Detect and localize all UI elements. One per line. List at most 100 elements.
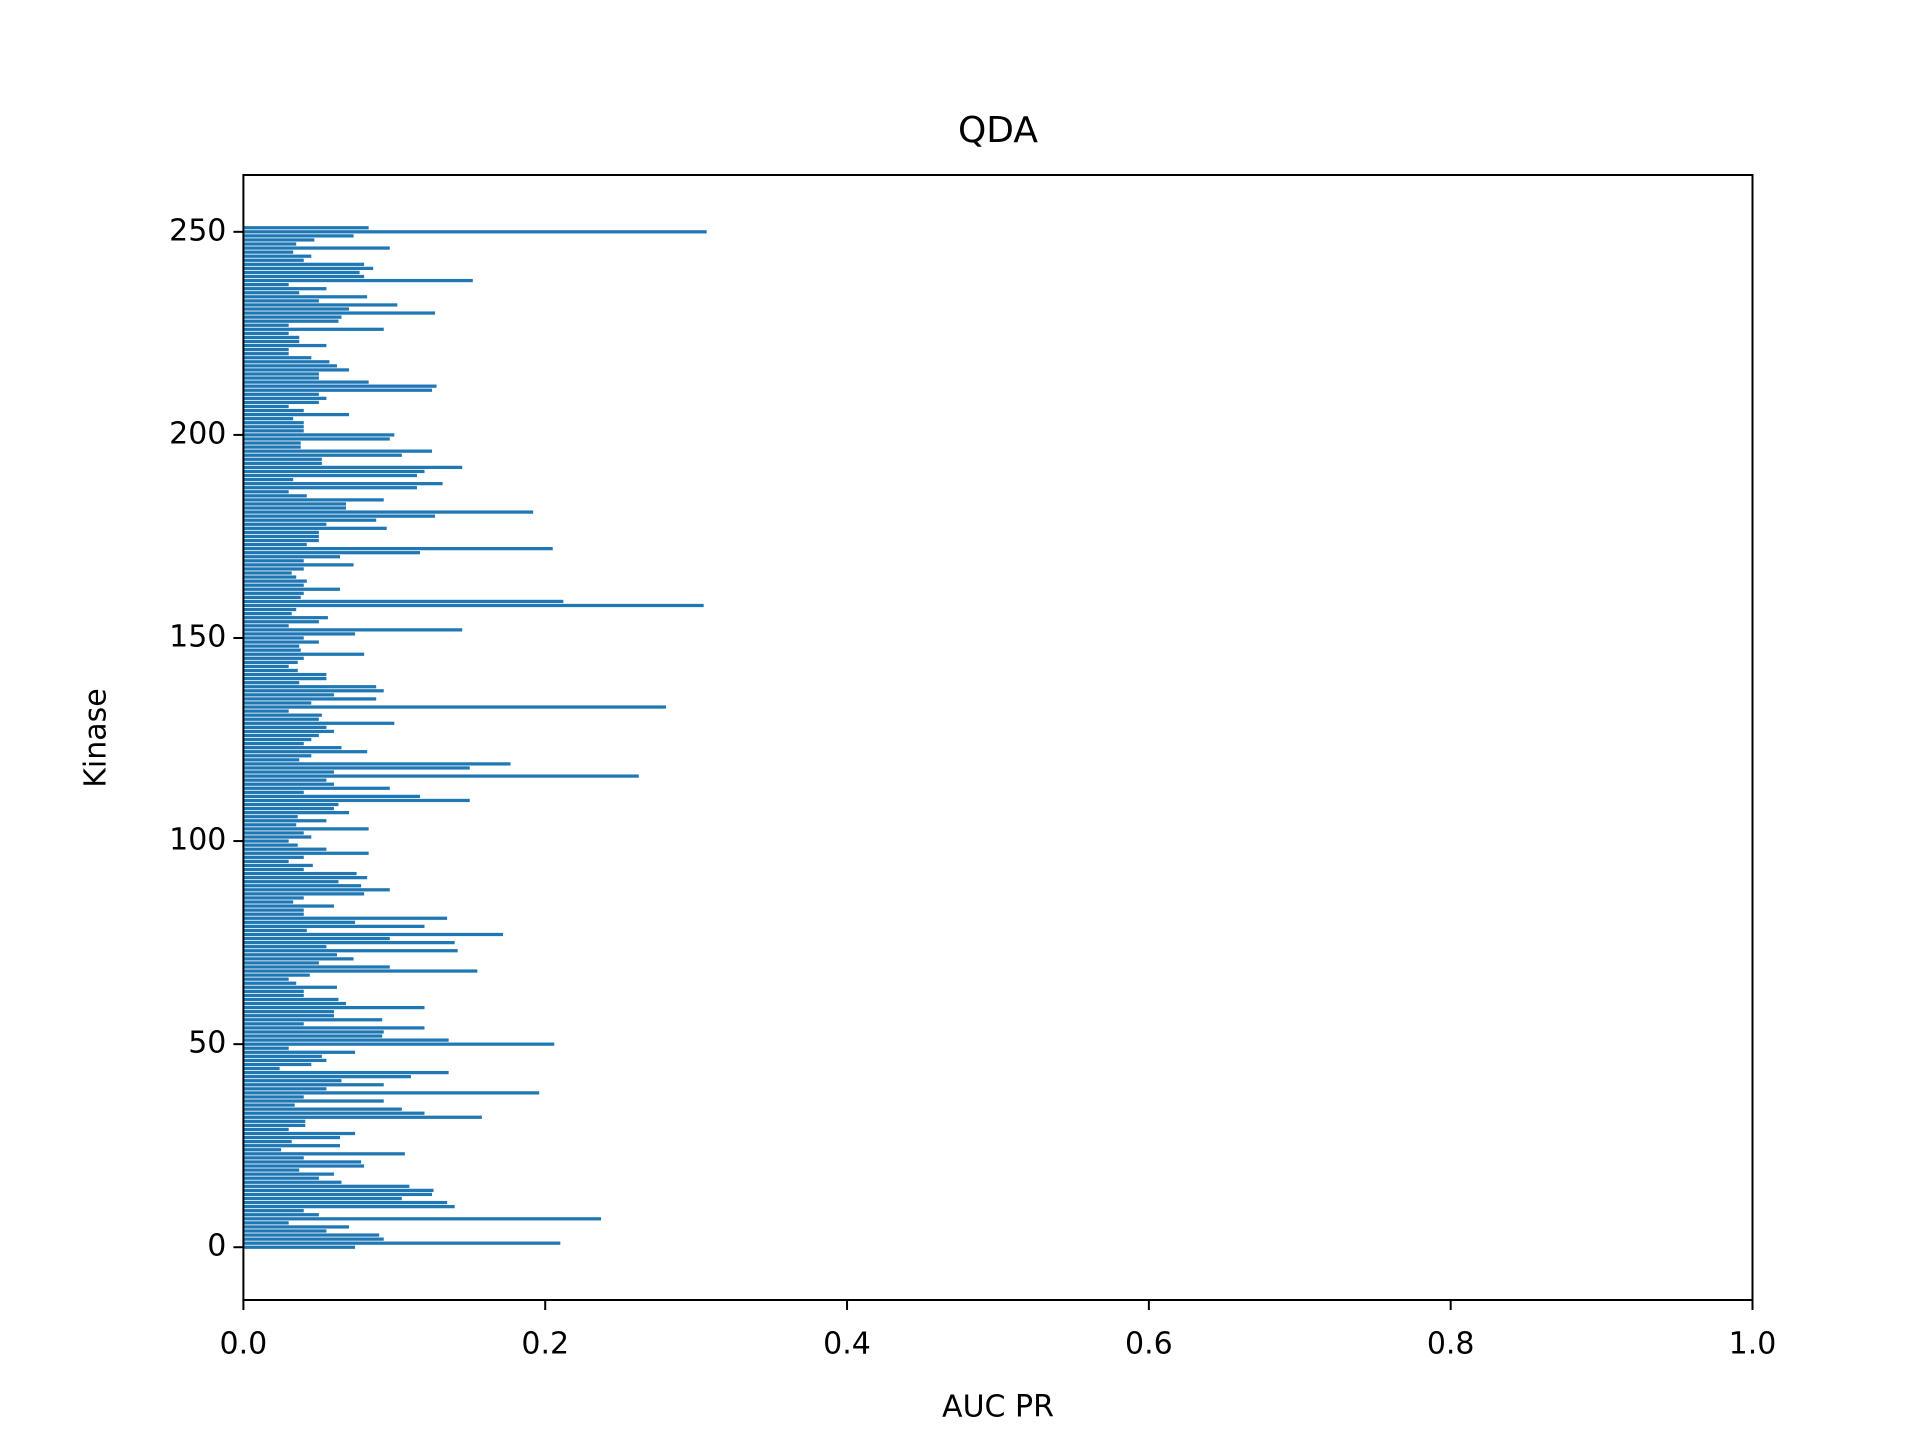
bar [243,319,339,323]
bar [243,441,301,445]
bar [243,973,310,977]
bar [243,733,319,738]
bar [243,701,312,705]
bar [243,620,319,624]
bar [243,754,312,758]
bar [243,1079,342,1083]
bar [243,766,470,770]
bar [243,685,377,689]
bar [243,1091,540,1095]
bar [243,364,337,368]
y-tick-label: 50 [188,1026,226,1061]
bar [243,928,307,933]
bar [243,339,300,344]
bar [243,859,289,864]
bar [243,1188,434,1193]
bar [243,303,398,307]
bar [243,335,300,340]
bar [243,912,304,916]
bar [243,705,666,709]
bar [243,672,327,677]
bar [243,656,304,660]
bar [243,880,339,884]
bar [243,595,301,599]
bar [243,1046,289,1050]
bar [243,449,433,453]
bar [243,461,322,465]
x-tick-label: 1.0 [1729,1327,1777,1362]
chart-title: QDA [958,110,1038,151]
bar [243,1123,306,1128]
bar [243,258,304,262]
bar [243,437,390,441]
bar [243,396,327,400]
bar [243,388,433,392]
bar [243,514,436,518]
bar [243,693,334,697]
bar [243,847,327,851]
bar [243,551,420,555]
bar [243,949,458,953]
bar [243,331,289,335]
bar [243,1070,449,1075]
bar [243,721,395,725]
bar [243,453,402,457]
bar [243,1107,402,1111]
bar [243,1237,384,1241]
bar [243,502,347,506]
bar [243,815,298,819]
bar [243,538,319,543]
bar [243,392,319,396]
bar [243,957,354,961]
bar [243,1241,561,1245]
bar [243,571,292,575]
bar [243,993,304,998]
bar [243,867,304,872]
bar [243,936,390,941]
bar [243,1148,282,1152]
bar [243,1156,304,1160]
bar [243,827,369,831]
bar [243,1034,383,1038]
bar [243,522,327,526]
bar [243,871,357,876]
bar [243,1144,340,1148]
bar [243,636,304,640]
bar [243,762,511,766]
bar [243,368,350,372]
bar [243,782,334,786]
bar [243,802,339,807]
bar [243,1111,425,1115]
bar [243,1095,304,1099]
bar [243,1140,292,1144]
y-axis-label: Kinase [79,688,114,788]
bar [243,1026,425,1030]
bar [243,660,298,664]
bar [243,234,354,238]
bar [243,599,564,604]
bar [243,400,319,405]
bar [243,1030,384,1034]
bar [243,1018,383,1022]
bar [243,819,327,823]
bar [243,1221,289,1225]
bar [243,725,327,729]
bar [243,689,384,693]
x-tick-label: 0.0 [220,1327,268,1362]
y-tick-label: 0 [207,1229,226,1264]
bar [243,408,304,413]
bar [243,542,307,547]
bar [243,1213,319,1217]
bar [243,648,301,652]
bar [243,311,436,315]
bar [243,920,356,924]
bar [243,567,304,571]
bar [243,473,417,478]
bar [243,1200,448,1205]
bar [243,282,289,287]
bar [243,1184,410,1188]
bar [243,242,297,246]
bar [243,1245,356,1249]
bar [243,851,369,855]
